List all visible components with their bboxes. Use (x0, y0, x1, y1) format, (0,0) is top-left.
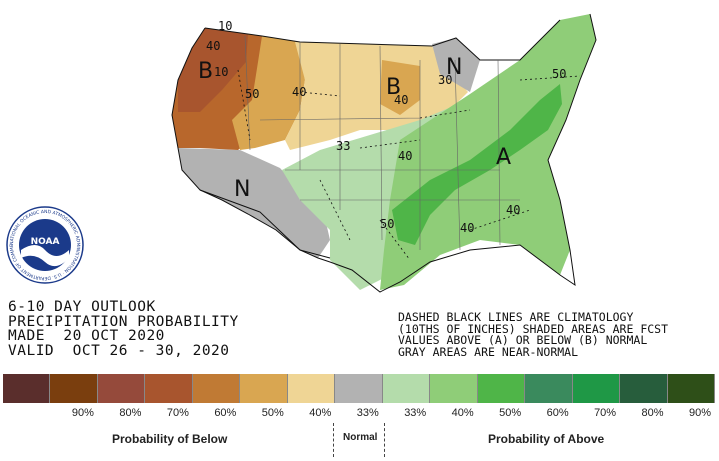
region-dry-midwest (380, 60, 420, 115)
map-regions (172, 14, 596, 290)
legend-tick-label: 90% (71, 407, 94, 419)
legend-tick-label: 33% (404, 407, 427, 419)
legend-swatch (335, 374, 383, 403)
state-lines (244, 35, 520, 251)
caption-normal: Normal (343, 432, 378, 443)
contour-label: 10 (218, 19, 232, 33)
noaa-logo: NATIONAL OCEANIC AND ATMOSPHERIC ADMINIS… (6, 206, 84, 284)
legend-tick-label: 80% (119, 407, 142, 419)
legend-tick-label: 40% (451, 407, 474, 419)
region-letter: A (496, 145, 511, 170)
caption-above: Probability of Above (488, 432, 605, 446)
border-mexico (199, 189, 331, 259)
outlook-title: 6-10 DAY OUTLOOK PRECIPITATION PROBABILI… (8, 300, 239, 358)
contour-label: 40 (506, 203, 520, 217)
legend-tick-labels: 90% 80% 70% 60% 50% 40% 33% 33% 40% 50% 60% 70% 80% 9… (3, 407, 715, 419)
region-letter: N (234, 177, 250, 202)
legend-swatch (525, 374, 573, 403)
region-gray-greatlakes (432, 38, 480, 92)
legend-swatch (240, 374, 288, 403)
contour-label: 50 (380, 217, 394, 231)
legend-tick-label: 50% (499, 407, 522, 419)
legend-tick-label (3, 407, 50, 419)
region-letter: B (386, 75, 401, 100)
legend-swatch (620, 374, 668, 403)
legend-swatch (97, 374, 146, 403)
note-line: GRAY AREAS ARE NEAR-NORMAL (398, 344, 579, 359)
legend-swatch (50, 374, 98, 403)
legend-tick-label: 40% (309, 407, 332, 419)
note-line: DASHED BLACK LINES ARE CLIMATOLOGY (398, 310, 634, 324)
legend-swatch (667, 374, 716, 403)
contour-label: 50 (245, 87, 259, 101)
contour-label: 40 (398, 149, 412, 163)
title-line: 6-10 DAY OUTLOOK (8, 299, 156, 315)
legend-tick-label: 50% (261, 407, 284, 419)
legend-swatch (192, 374, 241, 403)
title-line: PRECIPITATION PROBABILITY (8, 313, 239, 330)
border-canada (204, 19, 561, 61)
legend-tick-label: 70% (166, 407, 189, 419)
legend-swatch (382, 374, 431, 403)
map-borders (171, 13, 597, 293)
region-dry-light (285, 42, 468, 150)
legend-swatch (287, 374, 336, 403)
legend-swatch (430, 374, 478, 403)
region-gray-southwest (178, 148, 330, 258)
region-dry-mid (232, 36, 305, 150)
legend-swatch (3, 374, 51, 403)
contour-label: 40 (206, 39, 220, 53)
contour-label: 40 (394, 93, 408, 107)
region-darkbrown-northwest (178, 28, 248, 112)
legend-tick-label: 70% (594, 407, 617, 419)
legend-tick-label: 80% (641, 407, 664, 419)
note-line: (10THS OF INCHES) SHADED AREAS ARE FCST (398, 321, 669, 336)
legend-swatch (145, 374, 193, 403)
map-notes: DASHED BLACK LINES ARE CLIMATOLOGY (10TH… (398, 310, 669, 359)
legend-swatch (477, 374, 526, 403)
legend-tick-label: 60% (546, 407, 569, 419)
logo-text: NOAA (31, 237, 60, 247)
caption-below: Probability of Below (112, 432, 228, 446)
legend-tick-label: 60% (214, 407, 237, 419)
region-letters: B B N N A (198, 55, 511, 202)
legend-tick-label: 90% (689, 407, 712, 419)
legend-tick-label: 33% (356, 407, 379, 419)
legend-color-bar (3, 374, 716, 403)
contour-label: 40 (292, 85, 306, 99)
contour-labels: 50 40 40 30 33 40 50 40 40 50 10 40 10 (206, 19, 566, 235)
coastline-west (171, 13, 597, 293)
region-letter: N (446, 55, 462, 80)
normal-bracket (333, 423, 385, 457)
title-line: MADE 20 OCT 2020 (8, 328, 165, 344)
region-wet-strong (392, 84, 562, 245)
note-line: VALUES ABOVE (A) OR BELOW (B) NORMAL (398, 333, 648, 347)
title-line: VALID OCT 26 - 30, 2020 (8, 342, 230, 359)
climatology-lines (237, 69, 581, 261)
legend-swatch (572, 374, 621, 403)
contour-label: 40 (460, 221, 474, 235)
contour-label: 33 (336, 139, 350, 153)
contour-label: 50 (552, 67, 566, 81)
contour-label: 30 (438, 73, 452, 87)
contour-label: 10 (214, 65, 228, 79)
region-letter: B (198, 59, 213, 84)
